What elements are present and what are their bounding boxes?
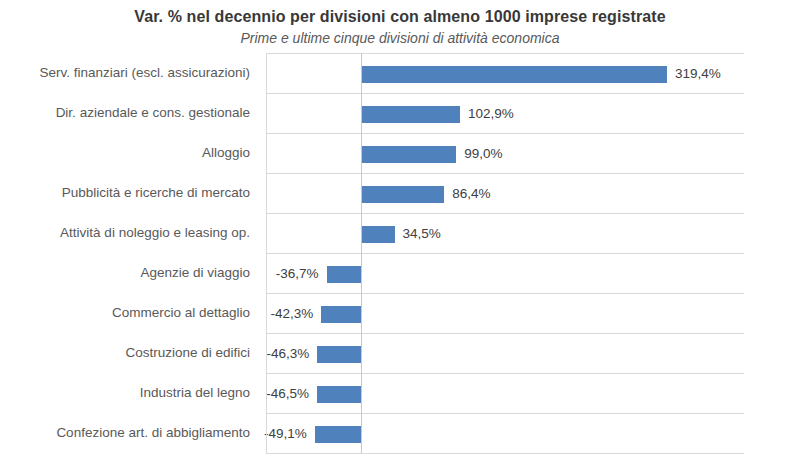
chart-row: Alloggio 99,0% bbox=[0, 133, 800, 173]
bottom-line bbox=[266, 453, 744, 454]
category-label: Confezione art. di abbigliamento bbox=[0, 413, 250, 453]
data-bar bbox=[315, 426, 362, 443]
chart-row: Costruzione di edifici -46,3% bbox=[0, 333, 800, 373]
value-label: -49,1% bbox=[264, 414, 307, 453]
row-plot-cell: -36,7% bbox=[266, 253, 744, 293]
chart-row: Pubblicità e ricerche di mercato 86,4% bbox=[0, 173, 800, 213]
plot-left-axis-line bbox=[266, 53, 267, 453]
chart-row: Dir. aziendale e cons. gestionale 102,9% bbox=[0, 93, 800, 133]
value-label: 34,5% bbox=[403, 214, 441, 253]
chart-row: Serv. finanziari (escl. assicurazioni) 31… bbox=[0, 53, 800, 93]
chart-plot-area: Serv. finanziari (escl. assicurazioni) 31… bbox=[0, 53, 800, 453]
chart-row: Attività di noleggio e leasing op. 34,5% bbox=[0, 213, 800, 253]
category-label: Alloggio bbox=[0, 133, 250, 173]
zero-axis-line bbox=[361, 53, 362, 453]
chart-row: Industria del legno -46,5% bbox=[0, 373, 800, 413]
value-label: 86,4% bbox=[452, 174, 490, 213]
data-bar bbox=[362, 226, 395, 243]
chart-canvas: Var. % nel decennio per divisioni con al… bbox=[0, 0, 800, 456]
data-bar bbox=[362, 186, 445, 203]
value-label: -46,3% bbox=[267, 334, 310, 373]
row-plot-cell: 319,4% bbox=[266, 53, 744, 93]
chart-title: Var. % nel decennio per divisioni con al… bbox=[0, 0, 800, 26]
value-label: -46,5% bbox=[266, 374, 309, 413]
category-label: Pubblicità e ricerche di mercato bbox=[0, 173, 250, 213]
category-label: Commercio al dettaglio bbox=[0, 293, 250, 333]
data-bar bbox=[317, 346, 361, 363]
data-bar bbox=[362, 66, 667, 83]
chart-row: Confezione art. di abbigliamento -49,1% bbox=[0, 413, 800, 453]
data-bar bbox=[317, 386, 362, 403]
value-label: 102,9% bbox=[468, 94, 514, 133]
chart-row: Agenzie di viaggio -36,7% bbox=[0, 253, 800, 293]
category-label: Agenzie di viaggio bbox=[0, 253, 250, 293]
data-bar bbox=[327, 266, 362, 283]
data-bar bbox=[362, 146, 457, 163]
category-label: Industria del legno bbox=[0, 373, 250, 413]
chart-subtitle: Prime e ultime cinque divisioni di attiv… bbox=[0, 30, 800, 46]
row-plot-cell: -46,5% bbox=[266, 373, 744, 413]
value-label: -42,3% bbox=[270, 294, 313, 333]
value-label: 99,0% bbox=[464, 134, 502, 173]
row-plot-cell: 102,9% bbox=[266, 93, 744, 133]
row-plot-cell: -46,3% bbox=[266, 333, 744, 373]
data-bar bbox=[362, 106, 460, 123]
row-plot-cell: 86,4% bbox=[266, 173, 744, 213]
row-plot-cell: 99,0% bbox=[266, 133, 744, 173]
data-bar bbox=[321, 306, 361, 323]
row-plot-cell: -42,3% bbox=[266, 293, 744, 333]
chart-row: Commercio al dettaglio -42,3% bbox=[0, 293, 800, 333]
row-plot-cell: 34,5% bbox=[266, 213, 744, 253]
category-label: Dir. aziendale e cons. gestionale bbox=[0, 93, 250, 133]
category-label: Costruzione di edifici bbox=[0, 333, 250, 373]
value-label: 319,4% bbox=[675, 54, 721, 93]
category-label: Attività di noleggio e leasing op. bbox=[0, 213, 250, 253]
row-plot-cell: -49,1% bbox=[266, 413, 744, 453]
category-label: Serv. finanziari (escl. assicurazioni) bbox=[0, 53, 250, 93]
value-label: -36,7% bbox=[276, 254, 319, 293]
